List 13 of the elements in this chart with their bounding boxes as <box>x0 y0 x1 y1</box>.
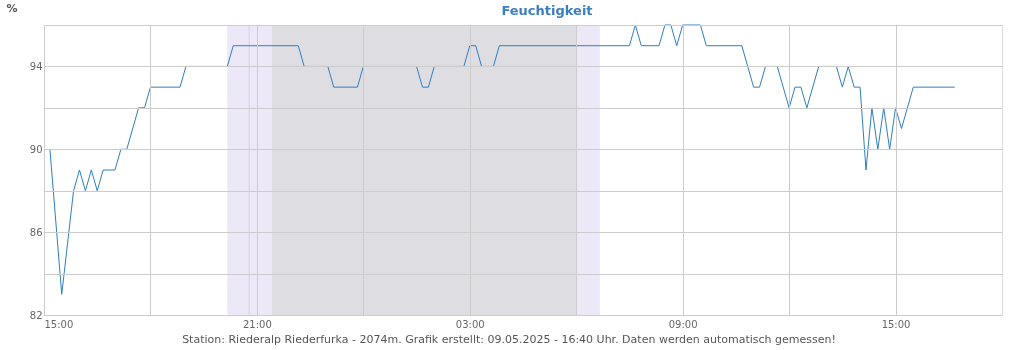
line-series <box>49 24 956 295</box>
y-tick-label: 90 <box>29 143 43 155</box>
x-tick-label: 15:00 <box>44 318 74 330</box>
y-tick-label: 82 <box>29 309 43 321</box>
x-tick-label: 15:00 <box>881 318 911 330</box>
x-tick-label: 09:00 <box>668 318 698 330</box>
x-tick-label: 03:00 <box>455 318 485 330</box>
x-tick-label: 21:00 <box>242 318 272 330</box>
text: Station: Riederalp Riederfurka - 2074m. Grafik erstellt: 09.05.2025 - 16:40 Uhr. Daten werden automatisch gemessen! <box>182 333 836 346</box>
y-axis-title: % <box>6 1 18 15</box>
y-tick-label: 86 <box>29 226 43 238</box>
chart-title: Feuchtigkeit <box>501 3 593 18</box>
y-tick-label: 94 <box>29 60 43 72</box>
